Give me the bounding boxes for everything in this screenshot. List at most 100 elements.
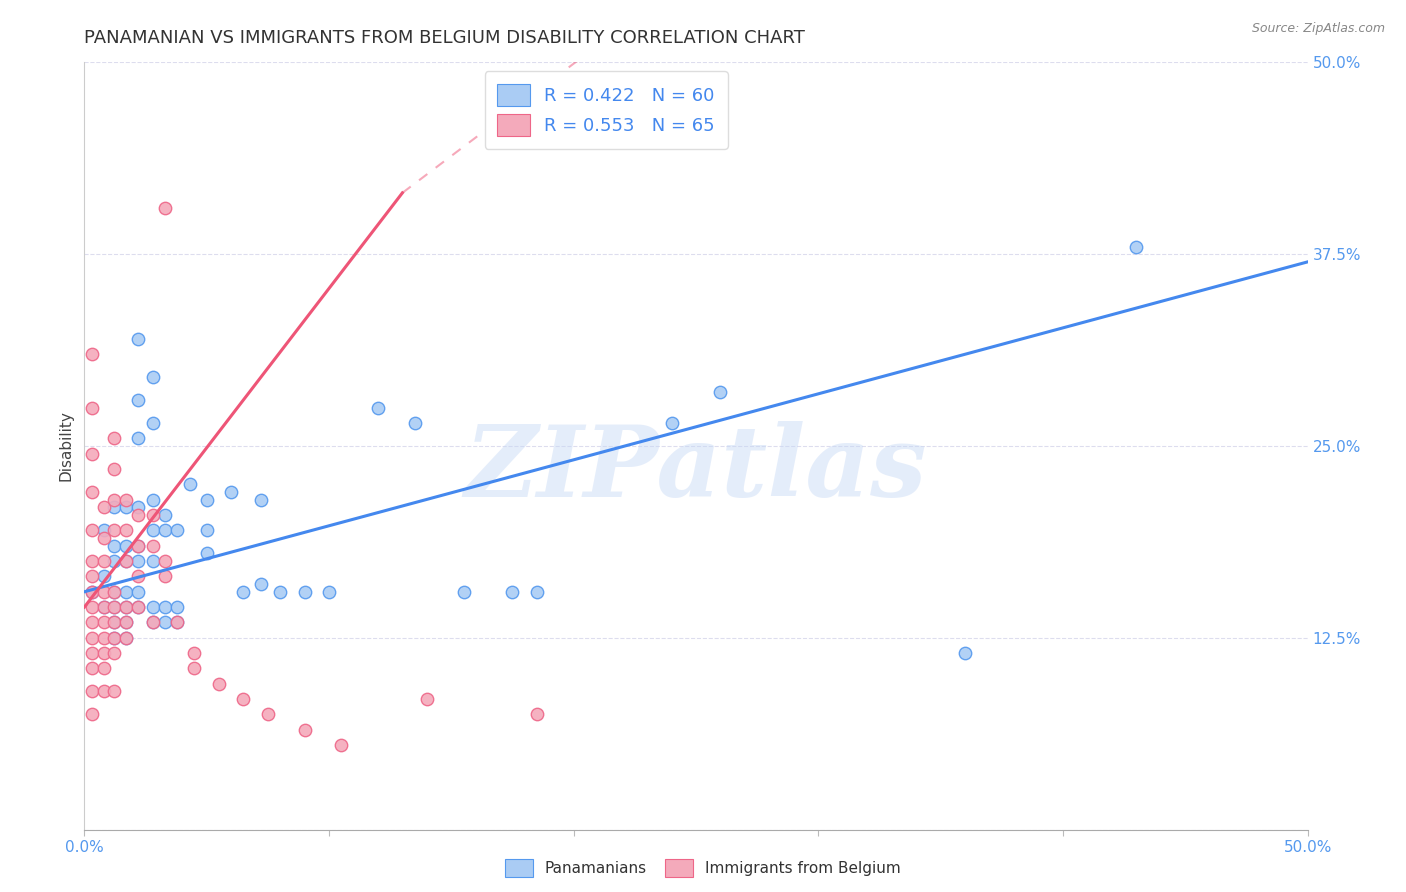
Point	[526, 584, 548, 599]
Point	[80, 631, 103, 645]
Point	[249, 492, 271, 507]
Point	[80, 707, 103, 722]
Point	[318, 584, 340, 599]
Point	[195, 492, 218, 507]
Point	[153, 508, 176, 522]
Point	[115, 631, 138, 645]
Point	[127, 539, 149, 553]
Point	[93, 615, 115, 630]
Point	[153, 554, 176, 568]
Point	[195, 524, 218, 538]
Point	[257, 707, 280, 722]
Point	[127, 539, 149, 553]
Point	[93, 631, 115, 645]
Point	[115, 615, 138, 630]
Point	[142, 554, 165, 568]
Point	[183, 661, 205, 675]
Point	[115, 554, 138, 568]
Point	[416, 692, 439, 706]
Point	[142, 615, 165, 630]
Point	[93, 554, 115, 568]
Point	[115, 631, 138, 645]
Point	[103, 554, 125, 568]
Point	[103, 615, 125, 630]
Point	[179, 477, 201, 491]
Point	[103, 462, 125, 476]
Point	[115, 600, 138, 615]
Point	[142, 508, 165, 522]
Point	[93, 684, 115, 698]
Point	[367, 401, 389, 415]
Text: ZIPatlas: ZIPatlas	[465, 421, 927, 517]
Point	[115, 500, 138, 515]
Point	[294, 723, 316, 737]
Point	[115, 600, 138, 615]
Point	[1125, 239, 1147, 253]
Point	[142, 416, 165, 430]
Point	[453, 584, 475, 599]
Point	[526, 707, 548, 722]
Point	[115, 615, 138, 630]
Point	[153, 201, 176, 215]
Point	[103, 500, 125, 515]
Point	[103, 646, 125, 660]
Point	[127, 600, 149, 615]
Point	[80, 554, 103, 568]
Point	[142, 492, 165, 507]
Point	[127, 600, 149, 615]
Point	[80, 646, 103, 660]
Y-axis label: Disability: Disability	[58, 410, 73, 482]
Point	[103, 631, 125, 645]
Point	[142, 370, 165, 384]
Point	[166, 524, 188, 538]
Point	[80, 584, 103, 599]
Point	[127, 500, 149, 515]
Point	[103, 615, 125, 630]
Point	[127, 332, 149, 346]
Point	[115, 524, 138, 538]
Point	[249, 577, 271, 591]
Point	[80, 600, 103, 615]
Point	[103, 684, 125, 698]
Point	[115, 584, 138, 599]
Point	[232, 584, 254, 599]
Point	[93, 531, 115, 545]
Point	[80, 569, 103, 583]
Text: PANAMANIAN VS IMMIGRANTS FROM BELGIUM DISABILITY CORRELATION CHART: PANAMANIAN VS IMMIGRANTS FROM BELGIUM DI…	[84, 29, 806, 47]
Text: Source: ZipAtlas.com: Source: ZipAtlas.com	[1251, 22, 1385, 36]
Point	[127, 392, 149, 407]
Point	[502, 584, 524, 599]
Point	[80, 447, 103, 461]
Point	[80, 524, 103, 538]
Point	[127, 554, 149, 568]
Point	[153, 524, 176, 538]
Point	[80, 615, 103, 630]
Point	[103, 539, 125, 553]
Point	[232, 692, 254, 706]
Point	[103, 524, 125, 538]
Point	[103, 584, 125, 599]
Point	[103, 431, 125, 445]
Point	[294, 584, 316, 599]
Point	[709, 385, 731, 400]
Point	[208, 677, 231, 691]
Point	[115, 539, 138, 553]
Point	[80, 401, 103, 415]
Legend: Panamanians, Immigrants from Belgium: Panamanians, Immigrants from Belgium	[498, 852, 908, 884]
Point	[103, 584, 125, 599]
Point	[80, 661, 103, 675]
Point	[195, 546, 218, 560]
Legend: R = 0.422   N = 60, R = 0.553   N = 65: R = 0.422 N = 60, R = 0.553 N = 65	[485, 71, 728, 149]
Point	[127, 508, 149, 522]
Point	[142, 600, 165, 615]
Point	[153, 615, 176, 630]
Point	[142, 539, 165, 553]
Point	[93, 600, 115, 615]
Point	[183, 646, 205, 660]
Point	[153, 600, 176, 615]
Point	[219, 485, 242, 500]
Point	[661, 416, 683, 430]
Point	[142, 615, 165, 630]
Point	[93, 569, 115, 583]
Point	[93, 661, 115, 675]
